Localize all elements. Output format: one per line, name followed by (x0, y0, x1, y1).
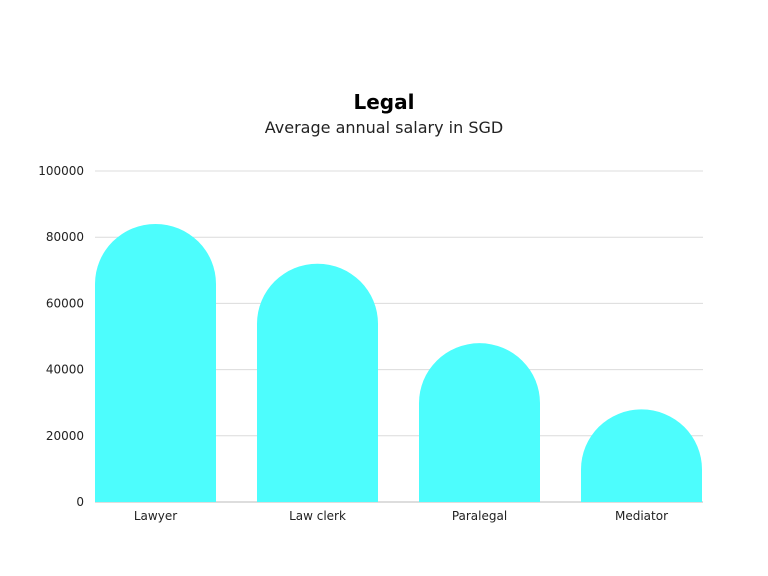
y-tick-label: 40000 (46, 363, 84, 377)
bar-lawyer (95, 223, 216, 502)
chart-subtitle: Average annual salary in SGD (264, 118, 504, 137)
x-tick-label: Law clerk (289, 509, 346, 523)
y-tick-label: 100000 (38, 164, 84, 178)
x-tick-label: Lawyer (134, 509, 177, 523)
y-tick-label: 80000 (46, 230, 84, 244)
x-tick-label: Paralegal (452, 509, 507, 523)
y-tick-label: 0 (76, 495, 84, 509)
bar-law-clerk (257, 263, 378, 502)
y-tick-label: 20000 (46, 429, 84, 443)
bar-paralegal (419, 343, 540, 502)
bar-mediator (581, 409, 702, 502)
y-tick-label: 60000 (46, 296, 84, 310)
x-tick-label: Mediator (615, 509, 668, 523)
chart-title: Legal (353, 90, 415, 114)
